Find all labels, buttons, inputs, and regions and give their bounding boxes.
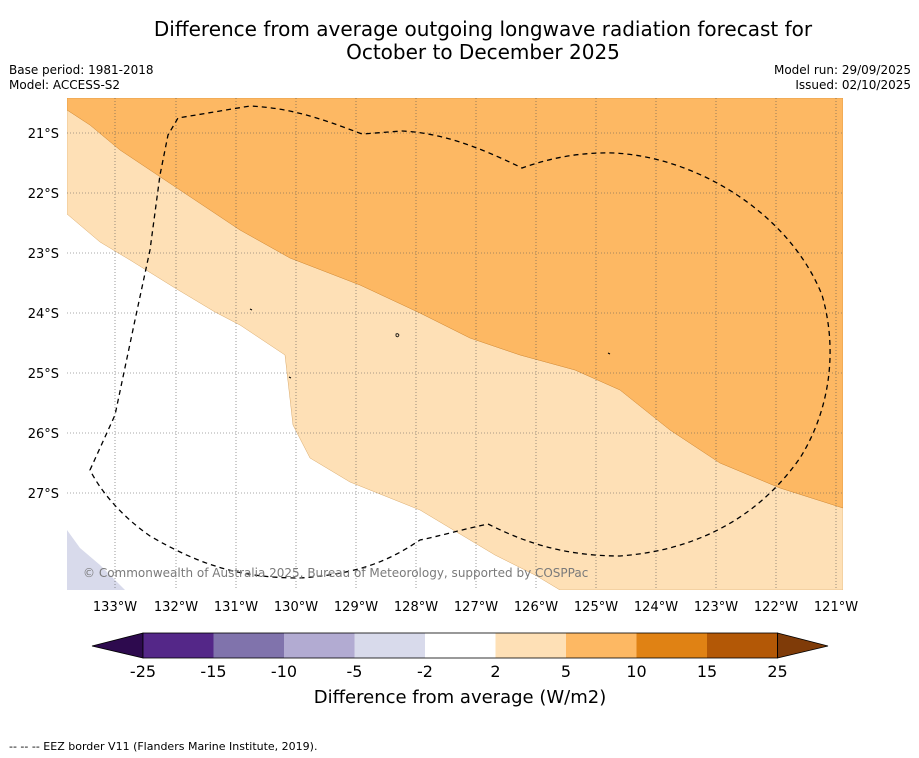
model-name: Model: ACCESS-S2 [9, 78, 121, 92]
island-marker [395, 333, 400, 338]
lon-label: 124°W [634, 600, 678, 615]
lon-label: 130°W [274, 600, 318, 615]
model-run: Model run: 29/09/2025 [773, 63, 911, 77]
lon-label: 121°W [814, 600, 858, 615]
colorbar-segment [707, 633, 778, 658]
lon-label: 125°W [574, 600, 618, 615]
colorbar-tick: 5 [561, 662, 571, 681]
lat-label: 27°S [28, 487, 59, 502]
colorbar-ticks: -25 -15 -10 -5 -2 2 5 10 15 25 [130, 662, 788, 681]
meta-right: Model run: 29/09/2025 Issued: 02/10/2025 [774, 63, 911, 93]
colorbar-segment [495, 633, 566, 658]
anomaly-region-minus5-to-minus2 [67, 530, 125, 590]
colorbar-segment [213, 633, 284, 658]
map-title: Difference from average outgoing longwav… [0, 18, 919, 64]
lon-label: 132°W [154, 600, 198, 615]
colorbar-label: Difference from average (W/m2) [314, 687, 606, 708]
title-line-1: Difference from average outgoing longwav… [153, 17, 813, 41]
map-area: © Commonwealth of Australia 2025, Bureau… [67, 98, 843, 590]
lon-label: 128°W [394, 600, 438, 615]
colorbar-tick: 15 [697, 662, 717, 681]
colorbar-tick: -15 [200, 662, 226, 681]
lon-label: 127°W [454, 600, 498, 615]
lat-label: 22°S [28, 187, 59, 202]
colorbar-tick: -25 [130, 662, 156, 681]
colorbar-tick: -10 [271, 662, 297, 681]
colorbar-segment [143, 633, 214, 658]
latitude-labels: 21°S 22°S 23°S 24°S 25°S 26°S 27°S [28, 127, 59, 502]
lat-label: 21°S [28, 127, 59, 142]
colorbar-outline [142, 632, 778, 659]
colorbar: -25 -15 -10 -5 -2 2 5 10 15 25 Differenc… [91, 632, 829, 708]
colorbar-tick: 2 [490, 662, 500, 681]
colorbar-segment [284, 633, 355, 658]
title-line-2: October to December 2025 [346, 40, 620, 64]
copyright-notice: © Commonwealth of Australia 2025, Bureau… [83, 566, 588, 580]
colorbar-segment [425, 633, 496, 658]
lon-label: 129°W [334, 600, 378, 615]
eez-legend-note: -- -- -- EEZ border V11 (Flanders Marine… [9, 740, 318, 753]
gridlines [67, 98, 843, 590]
eez-border [89, 105, 831, 579]
lon-label: 122°W [754, 600, 798, 615]
lat-label: 25°S [28, 367, 59, 382]
lon-label: 126°W [514, 600, 558, 615]
colorbar-tick: -2 [417, 662, 433, 681]
base-period: Base period: 1981-2018 [9, 63, 154, 77]
lon-label: 133°W [93, 600, 137, 615]
island-marker [249, 308, 253, 311]
colorbar-tick: 25 [767, 662, 787, 681]
island-marker [288, 376, 292, 379]
colorbar-tick: -5 [347, 662, 363, 681]
colorbar-segment [636, 633, 707, 658]
lat-label: 24°S [28, 307, 59, 322]
colorbar-min-extend [91, 632, 144, 659]
longitude-labels: 133°W 132°W 131°W 130°W 129°W 128°W 127°… [93, 600, 858, 615]
lat-label: 23°S [28, 247, 59, 262]
anomaly-region-5-to-10 [67, 98, 843, 509]
issued-date: Issued: 02/10/2025 [795, 78, 911, 92]
colorbar-segment [566, 633, 637, 658]
colorbar-max-extend [777, 632, 829, 659]
lat-label: 26°S [28, 427, 59, 442]
lon-label: 123°W [694, 600, 738, 615]
island-marker [607, 352, 611, 355]
lon-label: 131°W [214, 600, 258, 615]
colorbar-tick: 10 [626, 662, 646, 681]
colorbar-segment [354, 633, 425, 658]
meta-left: Base period: 1981-2018 Model: ACCESS-S2 [9, 63, 154, 93]
